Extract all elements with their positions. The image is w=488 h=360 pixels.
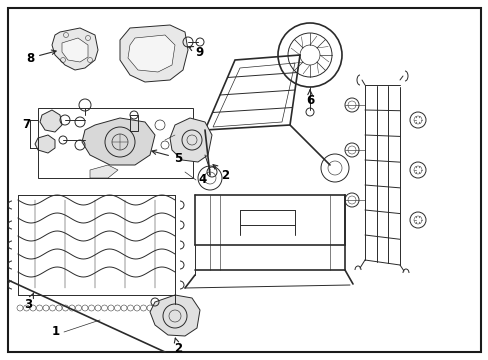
Bar: [130, 115, 138, 131]
Text: 2: 2: [174, 338, 182, 355]
Polygon shape: [40, 110, 62, 132]
Text: 9: 9: [188, 45, 203, 59]
Text: 2: 2: [213, 165, 228, 181]
Text: 1: 1: [52, 325, 60, 338]
Polygon shape: [128, 35, 175, 72]
Polygon shape: [150, 295, 200, 336]
Text: 4: 4: [198, 173, 206, 186]
Polygon shape: [35, 135, 55, 153]
Polygon shape: [90, 165, 118, 178]
Polygon shape: [52, 28, 98, 70]
Polygon shape: [62, 38, 88, 62]
Polygon shape: [170, 118, 212, 162]
Text: 8: 8: [26, 50, 56, 64]
Polygon shape: [82, 118, 155, 165]
Text: 7: 7: [22, 118, 30, 131]
Text: 6: 6: [305, 90, 313, 107]
Text: 3: 3: [24, 293, 34, 311]
Polygon shape: [120, 25, 187, 82]
Text: 5: 5: [152, 150, 182, 165]
Bar: [38, 108, 193, 178]
